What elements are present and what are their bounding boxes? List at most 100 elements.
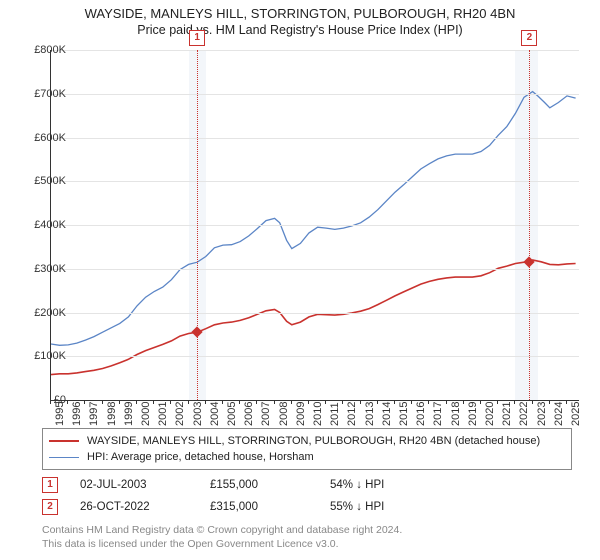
x-tick (532, 400, 533, 404)
footer-line-2: This data is licensed under the Open Gov… (42, 538, 402, 552)
y-gridline (51, 181, 579, 182)
x-tick (497, 400, 498, 404)
x-tick (136, 400, 137, 404)
x-axis-label: 1996 (71, 402, 83, 426)
x-tick (566, 400, 567, 404)
legend-swatch (49, 457, 79, 458)
x-tick (222, 400, 223, 404)
x-axis-label: 2003 (192, 402, 204, 426)
legend-label: HPI: Average price, detached house, Hors… (87, 451, 314, 463)
x-tick (102, 400, 103, 404)
x-tick (325, 400, 326, 404)
x-tick (446, 400, 447, 404)
x-axis-label: 2025 (570, 402, 582, 426)
y-axis-label: £100K (22, 350, 66, 362)
tx-marker: 1 (42, 477, 58, 493)
x-axis-label: 2019 (467, 402, 479, 426)
x-tick (463, 400, 464, 404)
x-tick (308, 400, 309, 404)
x-axis-label: 2024 (553, 402, 565, 426)
y-gridline (51, 94, 579, 95)
x-tick (549, 400, 550, 404)
y-axis-label: £500K (22, 175, 66, 187)
x-axis-label: 2005 (226, 402, 238, 426)
x-tick (360, 400, 361, 404)
legend-row: HPI: Average price, detached house, Hors… (49, 449, 565, 465)
y-gridline (51, 138, 579, 139)
x-tick (119, 400, 120, 404)
y-gridline (51, 313, 579, 314)
series-property (51, 260, 576, 375)
x-axis-label: 1997 (88, 402, 100, 426)
x-axis-label: 2020 (484, 402, 496, 426)
x-axis-label: 2007 (260, 402, 272, 426)
marker-box-1: 1 (189, 30, 205, 46)
x-axis-label: 2018 (450, 402, 462, 426)
marker-box-2: 2 (521, 30, 537, 46)
x-tick (480, 400, 481, 404)
transaction-row: 2 26-OCT-2022£315,00055% ↓ HPI (42, 496, 410, 518)
marker-line (529, 50, 530, 400)
x-axis-label: 2023 (536, 402, 548, 426)
x-tick (170, 400, 171, 404)
tx-price: £155,000 (210, 479, 330, 491)
legend-label: WAYSIDE, MANLEYS HILL, STORRINGTON, PULB… (87, 435, 540, 447)
transaction-row: 1 02-JUL-2003£155,00054% ↓ HPI (42, 474, 410, 496)
x-axis-label: 2014 (381, 402, 393, 426)
x-tick (84, 400, 85, 404)
x-tick (411, 400, 412, 404)
x-tick (239, 400, 240, 404)
tx-date: 26-OCT-2022 (80, 501, 210, 513)
tx-price: £315,000 (210, 501, 330, 513)
x-axis-label: 2017 (432, 402, 444, 426)
x-axis-label: 2012 (346, 402, 358, 426)
chart-container: WAYSIDE, MANLEYS HILL, STORRINGTON, PULB… (0, 0, 600, 560)
x-axis-label: 2010 (312, 402, 324, 426)
y-axis-label: £800K (22, 44, 66, 56)
tx-pct: 54% ↓ HPI (330, 479, 410, 491)
x-tick (291, 400, 292, 404)
chart-title: WAYSIDE, MANLEYS HILL, STORRINGTON, PULB… (0, 0, 600, 21)
legend-box: WAYSIDE, MANLEYS HILL, STORRINGTON, PULB… (42, 428, 572, 470)
y-gridline (51, 225, 579, 226)
transaction-table: 1 02-JUL-2003£155,00054% ↓ HPI 2 26-OCT-202… (42, 474, 410, 518)
x-axis-label: 2001 (157, 402, 169, 426)
x-tick (428, 400, 429, 404)
x-axis-label: 2016 (415, 402, 427, 426)
y-axis-label: £700K (22, 88, 66, 100)
x-tick (394, 400, 395, 404)
x-axis-label: 2011 (329, 402, 341, 426)
x-axis-label: 2015 (398, 402, 410, 426)
x-tick (67, 400, 68, 404)
x-axis-label: 2009 (295, 402, 307, 426)
chart-plot-area: 12 (50, 50, 579, 401)
x-tick (256, 400, 257, 404)
x-axis-label: 2002 (174, 402, 186, 426)
x-tick (514, 400, 515, 404)
y-gridline (51, 269, 579, 270)
x-tick (342, 400, 343, 404)
x-axis-label: 2013 (364, 402, 376, 426)
legend-row: WAYSIDE, MANLEYS HILL, STORRINGTON, PULB… (49, 433, 565, 449)
x-tick (50, 400, 51, 404)
y-gridline (51, 50, 579, 51)
tx-marker: 2 (42, 499, 58, 515)
footer-text: Contains HM Land Registry data © Crown c… (42, 524, 402, 551)
x-axis-label: 1998 (106, 402, 118, 426)
x-axis-label: 2006 (243, 402, 255, 426)
y-axis-label: £200K (22, 307, 66, 319)
x-axis-label: 2000 (140, 402, 152, 426)
legend-swatch (49, 440, 79, 442)
marker-line (197, 50, 198, 400)
tx-date: 02-JUL-2003 (80, 479, 210, 491)
x-tick (205, 400, 206, 404)
x-axis-label: 1995 (54, 402, 66, 426)
x-axis-label: 2004 (209, 402, 221, 426)
y-axis-label: £400K (22, 219, 66, 231)
tx-pct: 55% ↓ HPI (330, 501, 410, 513)
x-tick (188, 400, 189, 404)
x-axis-label: 2021 (501, 402, 513, 426)
y-axis-label: £300K (22, 263, 66, 275)
x-axis-label: 2022 (518, 402, 530, 426)
series-hpi (51, 92, 576, 346)
